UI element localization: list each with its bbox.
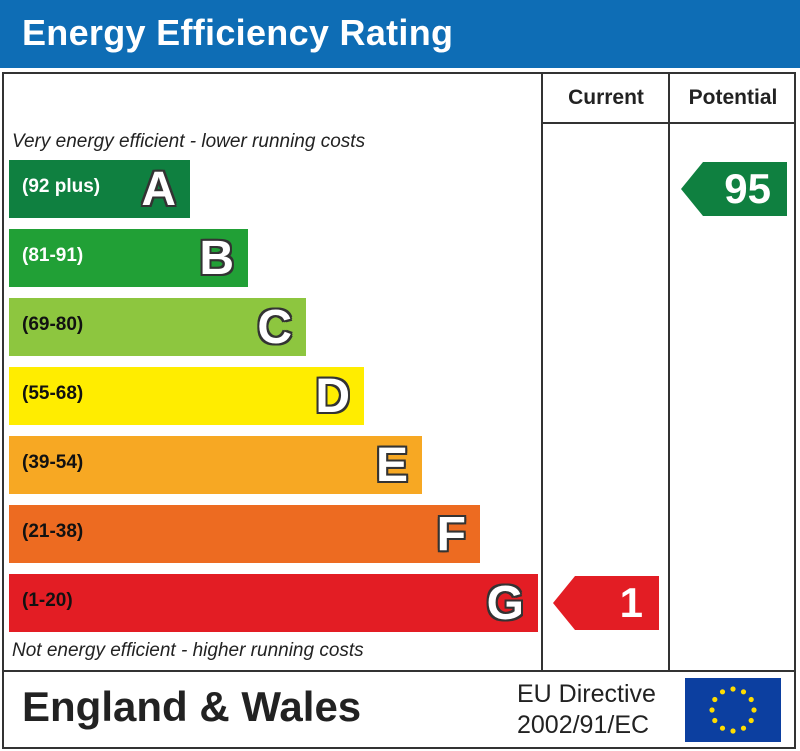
band-g: (1-20) G bbox=[9, 574, 538, 632]
band-f: (21-38) F bbox=[9, 505, 480, 563]
header-bar: Energy Efficiency Rating bbox=[0, 0, 800, 68]
band-b: (81-91) B bbox=[9, 229, 248, 287]
current-column-header: Current bbox=[568, 86, 644, 109]
band-range-label: (39-54) bbox=[22, 452, 84, 473]
flag-star-icon bbox=[748, 696, 754, 703]
flag-star-icon bbox=[709, 707, 715, 713]
flag-star-icon bbox=[719, 689, 726, 695]
band-range-label: (21-38) bbox=[22, 521, 84, 542]
chart-title: Energy Efficiency Rating bbox=[22, 12, 454, 53]
band-range-label: (92 plus) bbox=[22, 176, 101, 197]
potential-column-header: Potential bbox=[688, 86, 778, 109]
band-d: (55-68) D bbox=[9, 367, 364, 425]
flag-star-icon bbox=[751, 707, 757, 713]
flag-star-icon bbox=[730, 686, 736, 692]
rating-frame bbox=[2, 72, 796, 672]
band-e: (39-54) E bbox=[9, 436, 422, 494]
current-rating-arrow-value: 1 bbox=[619, 579, 643, 626]
flag-star-icon bbox=[712, 696, 718, 703]
directive-number: 2002/91/EC bbox=[517, 711, 650, 739]
band-letter-label: E bbox=[375, 439, 408, 492]
potential-rating-arrow: 95 bbox=[681, 162, 787, 216]
efficient-note: Very energy efficient - lower running co… bbox=[12, 131, 366, 152]
region-label: England & Wales bbox=[22, 683, 362, 730]
band-letter-label: C bbox=[257, 301, 292, 354]
band-range-label: (55-68) bbox=[22, 383, 84, 404]
column-header-divider bbox=[542, 122, 796, 124]
band-a: (92 plus) A bbox=[9, 160, 190, 218]
band-letter-label: A bbox=[141, 163, 176, 216]
band-range-label: (81-91) bbox=[22, 245, 84, 266]
potential-column-divider bbox=[668, 72, 670, 672]
band-letter-label: B bbox=[199, 232, 234, 285]
flag-star-icon bbox=[719, 725, 726, 731]
flag-star-icon bbox=[712, 717, 718, 724]
band-letter-label: D bbox=[315, 370, 350, 423]
band-letter-label: G bbox=[486, 577, 524, 630]
flag-star-icon bbox=[740, 689, 747, 695]
band-c: (69-80) C bbox=[9, 298, 306, 356]
flag-star-icon bbox=[740, 725, 747, 731]
inefficient-note: Not energy efficient - higher running co… bbox=[12, 640, 364, 661]
flag-star-icon bbox=[730, 728, 736, 734]
footer-bar bbox=[2, 672, 796, 749]
band-letter-label: F bbox=[436, 508, 466, 561]
directive-label: EU Directive bbox=[517, 680, 656, 708]
current-column-divider bbox=[541, 72, 543, 672]
eu-flag-icon bbox=[685, 678, 781, 742]
flag-star-icon bbox=[748, 717, 754, 724]
band-range-label: (69-80) bbox=[22, 314, 84, 335]
potential-rating-arrow-value: 95 bbox=[724, 165, 771, 212]
current-rating-arrow: 1 bbox=[553, 576, 659, 630]
band-range-label: (1-20) bbox=[22, 590, 73, 611]
